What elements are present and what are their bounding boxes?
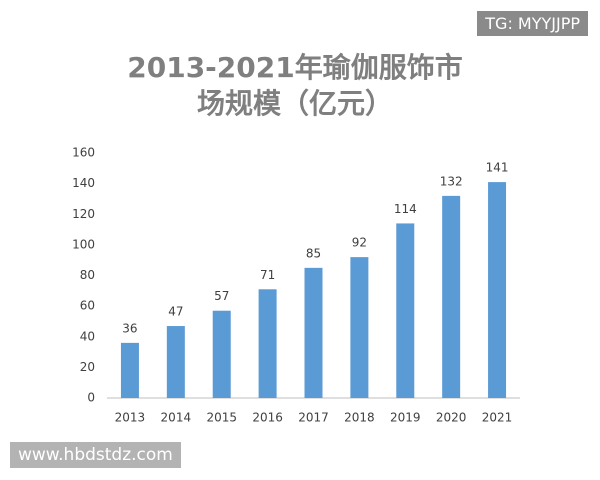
y-tick-label: 120 (72, 207, 95, 221)
data-label: 47 (168, 305, 183, 319)
y-tick-label: 100 (72, 237, 95, 251)
bar (258, 289, 277, 398)
x-tick-label: 2020 (436, 411, 467, 425)
x-tick-label: 2015 (206, 411, 237, 425)
data-label: 36 (122, 321, 137, 335)
data-label: 92 (352, 236, 367, 250)
y-tick-label: 60 (80, 299, 95, 313)
bar (120, 342, 139, 398)
bar (166, 326, 185, 398)
x-tick-label: 2016 (252, 411, 283, 425)
x-tick-label: 2018 (344, 411, 375, 425)
bar (396, 223, 415, 398)
bar (442, 195, 461, 398)
bar (304, 267, 323, 398)
data-label: 57 (214, 289, 229, 303)
y-tick-label: 20 (80, 360, 95, 374)
x-tick-label: 2019 (390, 411, 421, 425)
x-tick-label: 2021 (482, 411, 513, 425)
bar (488, 182, 507, 398)
watermark: TG: MYYJJPP (477, 11, 588, 36)
chart-title: 2013-2021年瑜伽服饰市场规模（亿元） (127, 51, 463, 120)
bar (212, 310, 231, 398)
y-tick-label: 40 (80, 329, 95, 343)
watermark: www.hbdstdz.com (10, 442, 181, 468)
data-label: 71 (260, 268, 275, 282)
data-label: 114 (394, 202, 417, 216)
x-tick-label: 2013 (115, 411, 146, 425)
y-tick-label: 0 (87, 391, 95, 405)
y-tick-label: 80 (80, 268, 95, 282)
y-tick-label: 140 (72, 176, 95, 190)
data-label: 85 (306, 246, 321, 260)
data-label: 141 (486, 161, 509, 175)
x-tick-label: 2014 (161, 411, 192, 425)
y-tick-label: 160 (72, 146, 95, 160)
data-label: 132 (440, 174, 463, 188)
x-tick-label: 2017 (298, 411, 329, 425)
bar (350, 257, 369, 398)
